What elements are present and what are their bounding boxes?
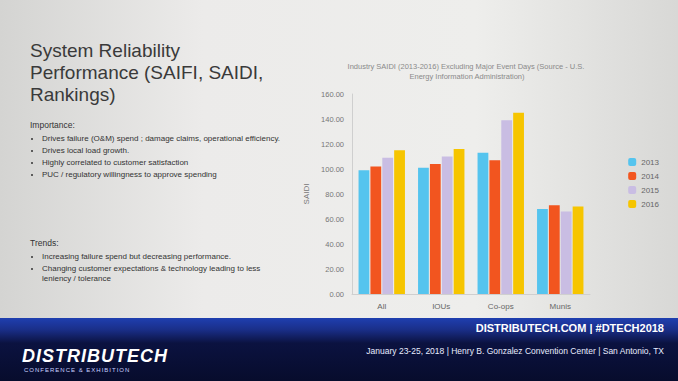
html-text:DISTRIBUTECH.COM | #DTECH2018: DISTRIBUTECH.COM | #DTECH2018 (475, 322, 664, 334)
svg-text:160.00: 160.00 (321, 90, 344, 99)
html-text:Drives local load growth.: Drives local load growth. (42, 146, 130, 155)
html-text:Highly correlated to customer: Highly correlated to customer satisfacti… (42, 158, 189, 167)
svg-text:2014: 2014 (641, 172, 659, 181)
svg-text:IOUs: IOUs (432, 302, 450, 311)
html-text:System Reliability Performance: System Reliability Performance (SAIFI, S… (30, 40, 264, 105)
html-text:CONFERENCE & EXHIBITION: CONFERENCE & EXHIBITION (24, 367, 131, 373)
svg-text:80.00: 80.00 (325, 190, 344, 199)
svg-text:140.00: 140.00 (321, 115, 344, 124)
svg-text:Co-ops: Co-ops (488, 302, 514, 311)
svg-text:120.00: 120.00 (321, 140, 344, 149)
svg-text:2016: 2016 (641, 200, 659, 209)
svg-text:20.00: 20.00 (325, 265, 344, 274)
svg-text:2013: 2013 (641, 158, 659, 167)
svg-text:Industry SAIDI (2013-2016) Exc: Industry SAIDI (2013-2016) Excluding Maj… (348, 62, 587, 71)
svg-text:2015: 2015 (641, 186, 659, 195)
svg-text:All: All (377, 302, 386, 311)
html-text:Trends:: Trends: (30, 238, 59, 248)
svg-text:0.00: 0.00 (329, 290, 344, 299)
html-text:PUC / regulatory willingness t: PUC / regulatory willingness to approve … (42, 170, 217, 179)
svg-text:SAIDI: SAIDI (302, 184, 311, 205)
svg-text:100.00: 100.00 (321, 165, 344, 174)
svg-text:Energy Information Administrat: Energy Information Administration) (409, 72, 525, 81)
html-text:Changing customer expectations: Changing customer expectations & technol… (42, 264, 261, 283)
html-text:January 23-25, 2018 | Henry B.: January 23-25, 2018 | Henry B. Gonzalez … (366, 346, 664, 356)
html-text:Importance:: Importance: (30, 120, 75, 130)
html-text:Drives failure (O&M) spend ; d: Drives failure (O&M) spend ; damage clai… (42, 134, 280, 143)
html-text:DISTRIBUTECH: DISTRIBUTECH (22, 346, 168, 366)
svg-text:40.00: 40.00 (325, 240, 344, 249)
svg-text:Munis: Munis (550, 302, 571, 311)
html-text:Increasing failure spend but d: Increasing failure spend but decreasing … (42, 252, 231, 261)
svg-text:60.00: 60.00 (325, 215, 344, 224)
